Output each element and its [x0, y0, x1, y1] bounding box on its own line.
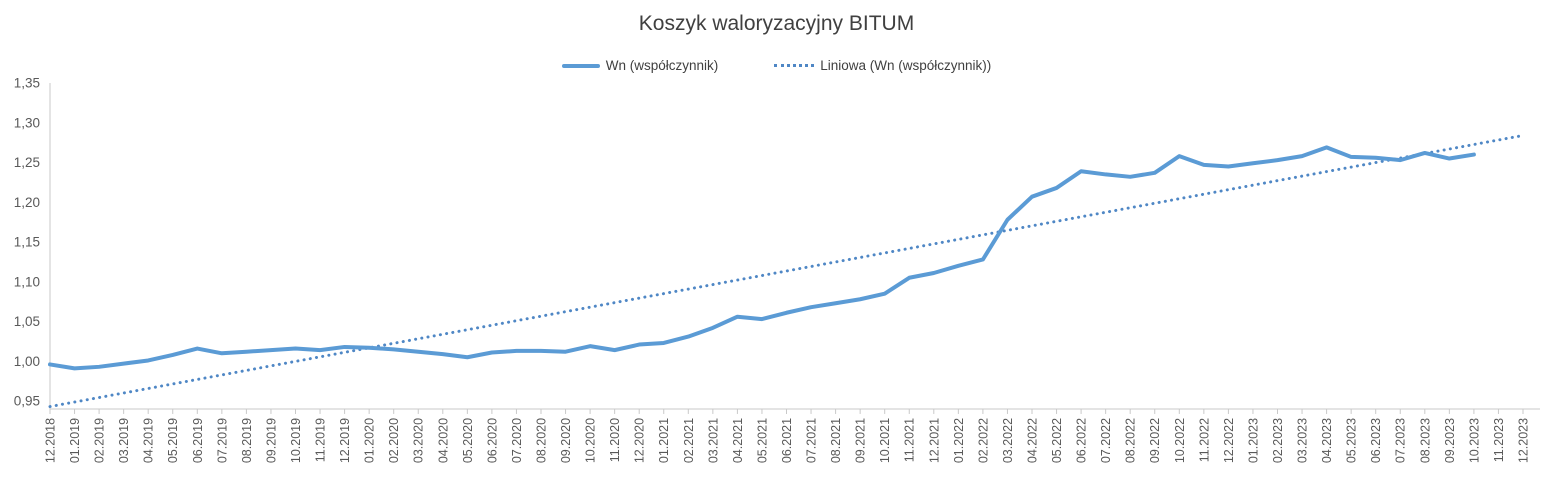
series-line [48, 145, 1476, 371]
svg-text:01.2019: 01.2019 [68, 418, 82, 463]
svg-text:11.2022: 11.2022 [1197, 418, 1211, 462]
svg-text:1,05: 1,05 [14, 314, 40, 329]
solid-line-swatch-icon [561, 63, 600, 68]
svg-text:10.2022: 10.2022 [1173, 418, 1187, 463]
svg-text:07.2023: 07.2023 [1394, 418, 1408, 463]
svg-text:08.2019: 08.2019 [240, 418, 254, 463]
svg-text:03.2021: 03.2021 [706, 418, 720, 463]
svg-text:02.2021: 02.2021 [682, 418, 696, 463]
svg-text:07.2021: 07.2021 [805, 418, 819, 463]
svg-text:06.2019: 06.2019 [191, 418, 205, 463]
svg-text:04.2022: 04.2022 [1026, 418, 1040, 463]
svg-text:01.2021: 01.2021 [657, 418, 671, 463]
svg-text:1,35: 1,35 [14, 76, 40, 91]
svg-text:12.2018: 12.2018 [44, 418, 58, 463]
svg-text:11.2021: 11.2021 [903, 418, 917, 462]
svg-text:06.2021: 06.2021 [780, 418, 794, 463]
chart-title: Koszyk waloryzacyjny BITUM [638, 12, 915, 35]
svg-text:03.2023: 03.2023 [1296, 418, 1310, 463]
svg-text:10.2021: 10.2021 [878, 418, 892, 463]
svg-text:04.2019: 04.2019 [142, 418, 156, 463]
svg-text:12.2021: 12.2021 [927, 418, 941, 463]
svg-text:04.2023: 04.2023 [1320, 418, 1334, 463]
svg-text:03.2022: 03.2022 [1001, 418, 1015, 463]
svg-text:06.2020: 06.2020 [485, 418, 499, 463]
svg-text:05.2023: 05.2023 [1345, 418, 1359, 463]
svg-text:08.2020: 08.2020 [535, 418, 549, 463]
svg-text:12.2019: 12.2019 [338, 418, 352, 463]
svg-text:09.2021: 09.2021 [854, 418, 868, 463]
svg-text:08.2023: 08.2023 [1418, 418, 1432, 463]
svg-text:07.2019: 07.2019 [215, 418, 229, 463]
svg-text:03.2019: 03.2019 [117, 418, 131, 463]
svg-text:11.2019: 11.2019 [314, 418, 328, 462]
svg-text:06.2023: 06.2023 [1369, 418, 1383, 463]
svg-text:12.2022: 12.2022 [1222, 418, 1236, 463]
svg-text:12.2023: 12.2023 [1517, 418, 1531, 463]
svg-text:05.2020: 05.2020 [461, 418, 475, 463]
svg-text:1,00: 1,00 [14, 354, 40, 369]
svg-text:07.2022: 07.2022 [1099, 418, 1113, 463]
legend-item-trendline: Liniowa (Wn (współczynnik)) [774, 58, 991, 73]
trendline [48, 133, 1525, 409]
svg-text:11.2020: 11.2020 [608, 418, 622, 462]
svg-text:1,10: 1,10 [14, 274, 40, 289]
legend-item-series: Wn (współczynnik) [561, 58, 719, 73]
svg-text:03.2020: 03.2020 [412, 418, 426, 463]
svg-text:04.2021: 04.2021 [731, 418, 745, 463]
svg-text:11.2023: 11.2023 [1492, 418, 1506, 462]
x-axis-labels: 12.2018 01.2019 02.2019 03.2019 04.2019 05.20… [44, 418, 1531, 463]
svg-text:08.2022: 08.2022 [1124, 418, 1138, 463]
svg-text:05.2021: 05.2021 [755, 418, 769, 463]
svg-text:02.2020: 02.2020 [387, 418, 401, 463]
axes [49, 83, 1540, 410]
svg-text:1,30: 1,30 [14, 115, 40, 130]
svg-text:07.2020: 07.2020 [510, 418, 524, 463]
chart-legend: Wn (współczynnik) Liniowa (Wn (współczyn… [0, 58, 1553, 73]
x-axis-ticks [49, 408, 1524, 414]
svg-text:09.2019: 09.2019 [264, 418, 278, 463]
svg-text:08.2021: 08.2021 [829, 418, 843, 463]
svg-text:04.2020: 04.2020 [436, 418, 450, 463]
svg-text:09.2022: 09.2022 [1148, 418, 1162, 463]
legend-label-trendline: Liniowa (Wn (współczynnik)) [820, 58, 992, 73]
svg-text:1,20: 1,20 [14, 195, 40, 210]
dotted-line-swatch-icon [774, 64, 815, 67]
svg-text:05.2019: 05.2019 [166, 418, 180, 463]
svg-text:10.2020: 10.2020 [584, 418, 598, 463]
svg-text:02.2022: 02.2022 [976, 418, 990, 463]
y-axis-labels: 0,95 1,00 1,05 1,10 1,15 1,20 1,25 1,30 1,35 [14, 76, 40, 409]
svg-text:02.2023: 02.2023 [1271, 418, 1285, 463]
svg-text:10.2023: 10.2023 [1467, 418, 1481, 463]
svg-text:01.2020: 01.2020 [363, 418, 377, 463]
svg-text:02.2019: 02.2019 [93, 418, 107, 463]
svg-text:0,95: 0,95 [14, 394, 40, 409]
svg-text:01.2022: 01.2022 [952, 418, 966, 463]
svg-text:1,25: 1,25 [14, 155, 40, 170]
svg-text:05.2022: 05.2022 [1050, 418, 1064, 463]
svg-text:01.2023: 01.2023 [1246, 418, 1260, 463]
svg-text:1,15: 1,15 [14, 235, 40, 250]
legend-label-series: Wn (współczynnik) [605, 58, 719, 73]
svg-text:10.2019: 10.2019 [289, 418, 303, 463]
svg-text:09.2020: 09.2020 [559, 418, 573, 463]
svg-text:12.2020: 12.2020 [633, 418, 647, 463]
svg-text:09.2023: 09.2023 [1443, 418, 1457, 463]
svg-text:06.2022: 06.2022 [1075, 418, 1089, 463]
